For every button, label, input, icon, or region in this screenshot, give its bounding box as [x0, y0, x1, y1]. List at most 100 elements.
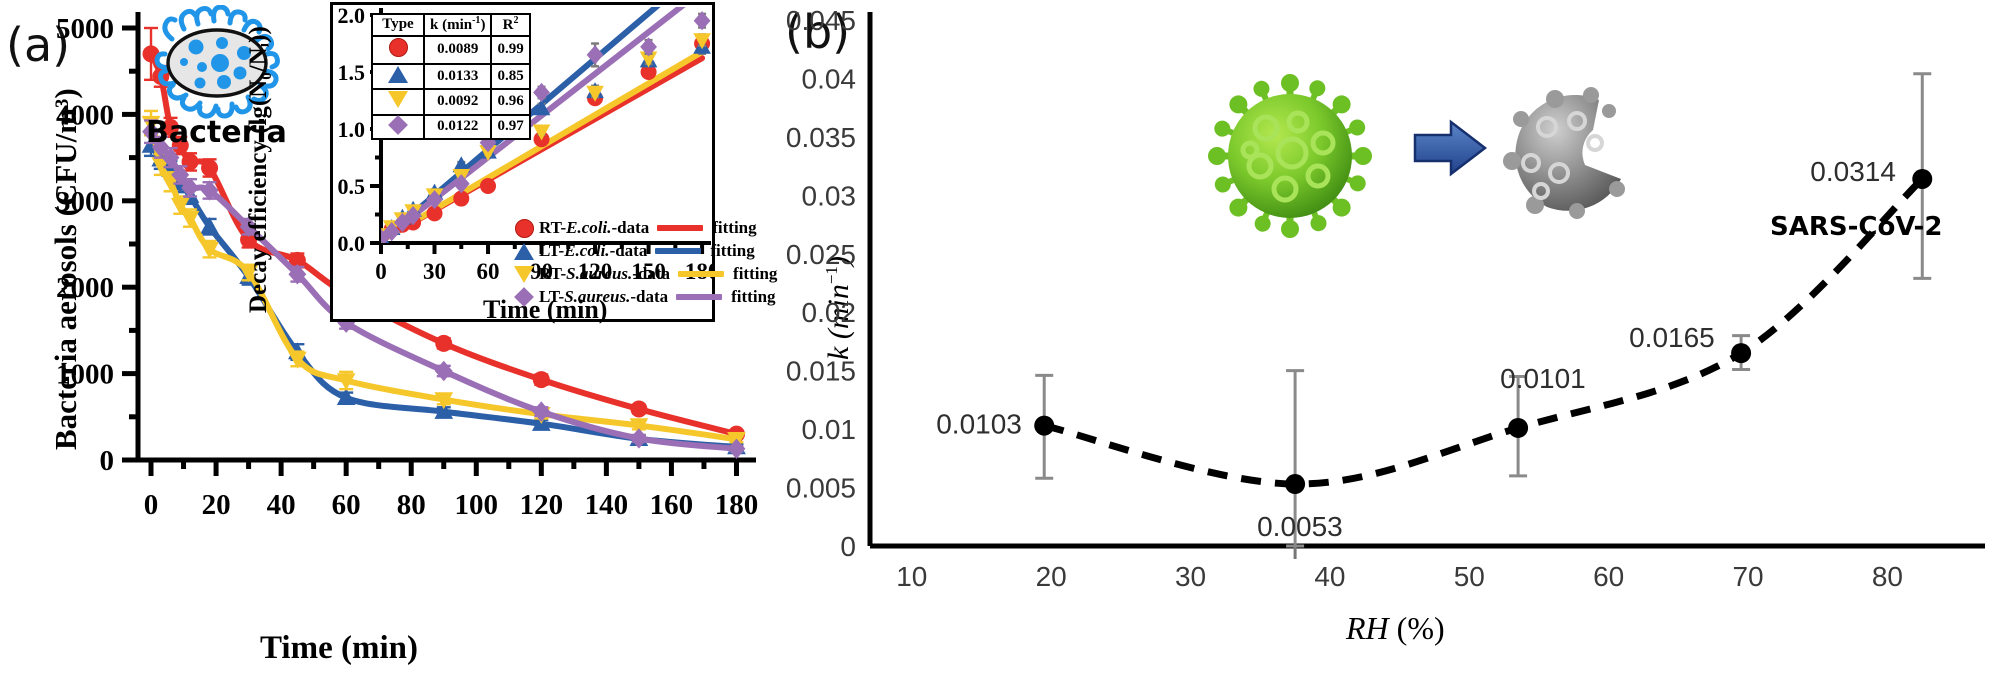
data-point-marker — [200, 216, 219, 234]
row-k-value: 0.0092 — [422, 88, 493, 116]
data-point-marker — [586, 45, 604, 65]
legend-symbol-triangle — [511, 242, 537, 260]
legend-fit-label: fitting — [731, 287, 776, 306]
panel-b-point-label: 0.0101 — [1500, 363, 1586, 394]
legend-item: LT-E.coli.-data fitting — [511, 240, 777, 262]
table-header-k: k (min-1) — [422, 13, 493, 37]
data-point-marker — [434, 360, 453, 382]
panel-b-x-axis-title: RH (%) — [1346, 610, 1445, 646]
bacteria-cartoon-label: Bacteria — [146, 115, 287, 150]
panel-b-y-tick-label: 0.04 — [802, 63, 857, 94]
data-point-marker — [171, 137, 189, 155]
inset-x-tick-label: 150 — [631, 259, 666, 284]
legend-fit-line — [655, 248, 702, 254]
table-row: 0.0092 0.96 — [371, 88, 531, 116]
panel-b-x-tick-label: 30 — [1175, 561, 1206, 592]
data-point-marker — [381, 228, 390, 243]
data-point-marker — [200, 241, 219, 259]
row-r2-value: 0.96 — [490, 88, 531, 116]
data-point-marker — [171, 164, 190, 186]
panel-b-y-tick-label: 0.02 — [802, 297, 857, 328]
panel-b-x-tick-label: 50 — [1454, 561, 1485, 592]
panel-a-x-tick-label: 100 — [455, 489, 499, 521]
row-k-value: 0.0089 — [422, 34, 493, 65]
inset-y-tick-label: 0.5 — [338, 174, 366, 199]
data-point-marker — [629, 428, 648, 449]
panel-a-x-tick-label: 20 — [202, 489, 231, 521]
data-point-marker — [201, 159, 219, 177]
data-point-marker — [288, 251, 306, 269]
panel-a-y-tick-label: 4000 — [56, 99, 114, 131]
panel-b-point-label: 0.0165 — [1629, 322, 1715, 353]
table-header-r2: R2 — [490, 13, 531, 37]
data-point-marker — [181, 177, 199, 199]
data-point-marker — [239, 216, 258, 237]
legend-label: LT-E.coli.-data — [539, 241, 648, 260]
panel-a-x-tick-label: 140 — [585, 489, 629, 521]
data-point-marker — [434, 401, 454, 419]
inset-points — [381, 11, 711, 243]
panel-b-plot: 0 0.005 0.01 0.015 0.02 0.025 0.03 0.035 0.04 0.0… — [786, 5, 1985, 592]
data-point-marker — [1034, 415, 1055, 436]
data-point-marker — [181, 153, 199, 171]
data-point-marker — [480, 178, 497, 194]
row-k-value: 0.0133 — [422, 62, 493, 91]
inset-y-tick-label: 1.0 — [338, 117, 366, 142]
inset-x-tick-label: 30 — [423, 259, 446, 284]
data-point-marker — [452, 156, 471, 173]
data-point-marker — [151, 137, 170, 158]
legend-item: RT-E.coli.-data fitting — [511, 217, 777, 239]
panel-a-x-tick-label: 40 — [267, 489, 296, 521]
data-point-marker — [288, 351, 307, 369]
table-row: 0.0133 0.85 — [371, 62, 531, 91]
legend-label: LT-S.aureus.-data — [539, 287, 669, 306]
panel-a-x-tick-label: 120 — [520, 489, 564, 521]
inset-x-tick-label: 120 — [578, 259, 613, 284]
data-point-marker — [629, 418, 649, 436]
panel-b-y-tick-label: 0.045 — [786, 5, 856, 36]
data-point-marker — [170, 197, 190, 215]
panel-b-point-label: 0.0053 — [1257, 511, 1343, 542]
row-r2-value: 0.85 — [490, 62, 531, 91]
data-point-marker — [162, 118, 180, 136]
data-point-marker — [452, 174, 470, 194]
data-point-marker — [142, 121, 160, 142]
legend-item: RT-S.aureus.-data fitting — [511, 263, 777, 285]
panel-b-y-tick-label: 0.015 — [786, 356, 856, 387]
data-point-marker — [693, 11, 711, 31]
data-point-marker — [1912, 168, 1933, 189]
panel-b-x-tick-label: 40 — [1314, 561, 1345, 592]
data-point-marker — [532, 371, 550, 389]
inset-y-tick-label: 2.0 — [338, 5, 366, 28]
table-header-type: Type — [371, 13, 425, 37]
panel-b-point-label: 0.0103 — [936, 409, 1022, 440]
legend-fit-line — [678, 271, 725, 277]
legend-fit-label: fitting — [712, 218, 757, 237]
panel-b: (b) k (min−1) RH (%) 0 0.005 0.01 0.015 0.02… — [770, 0, 2000, 678]
data-point-marker — [532, 124, 551, 141]
inset-x-tick-label: 0 — [375, 259, 387, 284]
legend-fit-label: fitting — [733, 264, 778, 283]
panel-b-y-tick-label: 0.03 — [802, 180, 857, 211]
panel-a-y-tick-label: 2000 — [56, 272, 114, 304]
data-point-marker — [1508, 417, 1529, 438]
data-point-marker — [426, 190, 443, 210]
row-k-value: 0.0122 — [422, 114, 493, 140]
legend-symbol-diamond — [511, 287, 537, 307]
data-point-marker — [630, 400, 648, 418]
rate-constant-table: Type k (min-1) R2 0.0089 0.99 0.0133 0.8 — [371, 13, 531, 140]
row-symbol-triangle — [371, 62, 425, 91]
data-point-marker — [453, 190, 470, 207]
panel-a-x-tick-label: 60 — [332, 489, 361, 521]
panel-a-y-tick-label: 5000 — [56, 13, 114, 45]
legend-fit-line — [676, 294, 723, 300]
data-point-marker — [640, 64, 657, 80]
data-point-marker — [639, 51, 658, 68]
inset-y-tick-label: 1.5 — [338, 60, 366, 85]
row-r2-value: 0.97 — [490, 114, 531, 140]
panel-b-y-tick-label: 0.005 — [786, 473, 856, 504]
data-point-marker — [586, 85, 604, 102]
data-point-marker — [1285, 474, 1306, 495]
panel-b-x-tick-label: 70 — [1732, 561, 1763, 592]
panel-b-x-tick-label: 10 — [896, 561, 927, 592]
